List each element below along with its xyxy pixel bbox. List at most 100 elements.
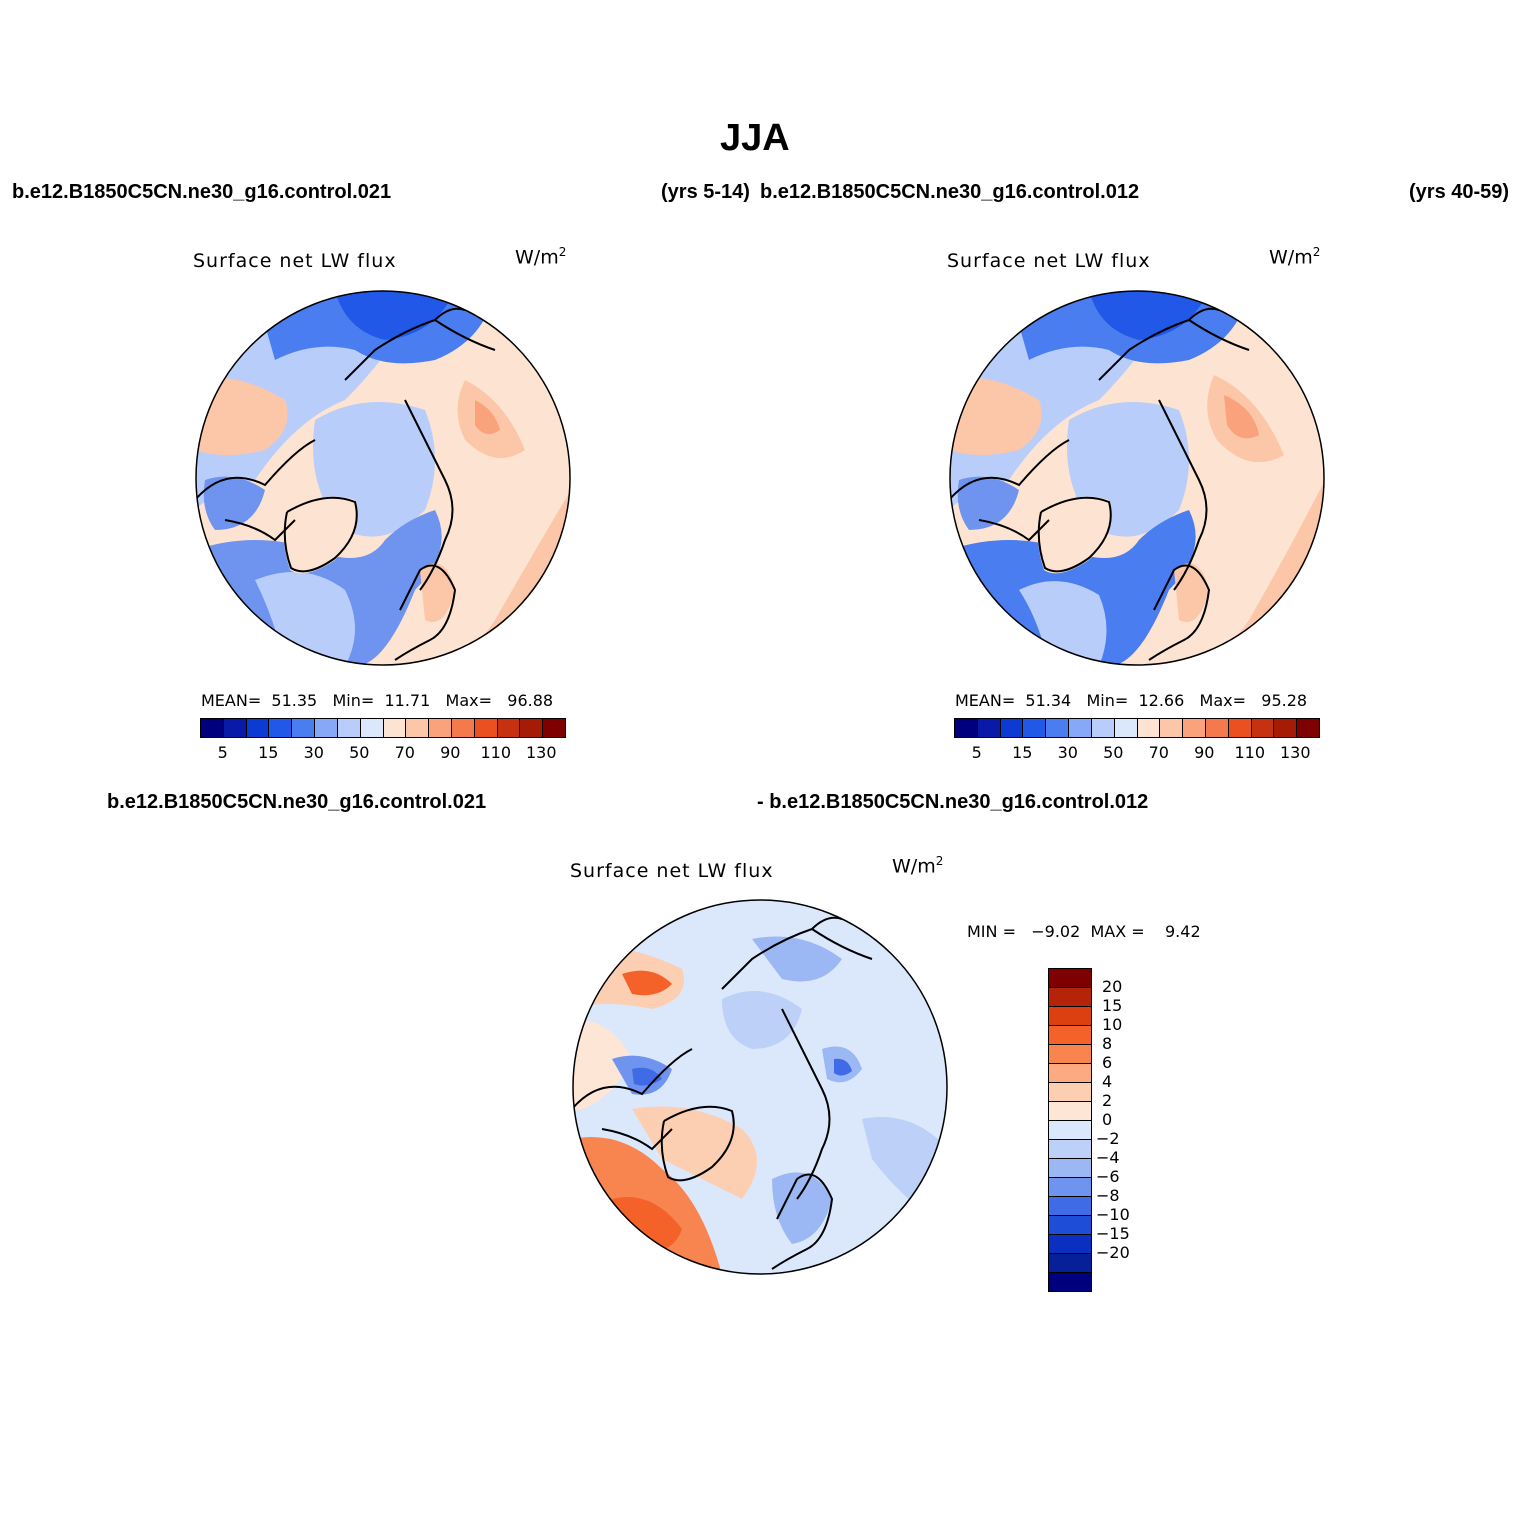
colorbar-swatch: [1049, 1254, 1091, 1273]
colorbar-label: 110: [1234, 743, 1266, 762]
map-1-coast-siberia: [404, 399, 454, 591]
colorbar-swatch: [1205, 719, 1229, 737]
colorbar-swatch: [1251, 719, 1275, 737]
colorbar-swatch: [451, 719, 475, 737]
colorbar-swatch: [315, 719, 338, 737]
colorbar-label: 15: [1102, 996, 1123, 1015]
colorbar-swatch: [543, 719, 565, 737]
map-3-blue-scandinavia: [772, 1172, 832, 1244]
diff-case-b-label: - b.e12.B1850C5CN.ne30_g16.control.012: [757, 791, 1149, 813]
colorbar-label: −4: [1096, 1148, 1120, 1167]
panel-2-stats: MEAN= 51.34 Min= 12.66 Max= 95.28: [955, 691, 1308, 710]
colorbar-swatch: [1228, 719, 1252, 737]
colorbar-swatch: [201, 719, 224, 737]
map-2-west-orange: [950, 377, 1042, 455]
panel-1-polar-map: [195, 290, 571, 666]
colorbar-swatch: [1049, 1178, 1091, 1197]
colorbar-label: −20: [1096, 1243, 1130, 1262]
colorbar-label: −8: [1096, 1186, 1120, 1205]
colorbar-label: 0: [1102, 1110, 1113, 1129]
panel-1-colorbar: [200, 718, 566, 738]
colorbar-swatch: [1049, 1235, 1091, 1254]
main-title: JJA: [720, 117, 790, 159]
colorbar-label: 70: [394, 743, 415, 762]
panel-1-title: Surface net LW flux: [193, 250, 397, 272]
colorbar-swatch: [1049, 969, 1091, 988]
map-3-coast-siberia: [781, 1008, 831, 1200]
colorbar-label: 130: [525, 743, 557, 762]
top-right-years-label: (yrs 40-59): [1409, 181, 1510, 203]
colorbar-label: 5: [971, 743, 982, 762]
colorbar-swatch: [955, 719, 978, 737]
colorbar-label: 5: [217, 743, 228, 762]
colorbar-swatch: [1049, 1026, 1091, 1045]
colorbar-swatch: [1023, 719, 1047, 737]
colorbar-swatch: [292, 719, 316, 737]
colorbar-swatch: [497, 719, 521, 737]
colorbar-swatch: [1183, 719, 1206, 737]
colorbar-label: 4: [1102, 1072, 1113, 1091]
colorbar-label: 30: [1057, 743, 1078, 762]
panel-3-units: W/m2: [892, 854, 944, 878]
colorbar-swatch: [474, 719, 498, 737]
colorbar-swatch: [1049, 1216, 1091, 1235]
colorbar-swatch: [1049, 1159, 1091, 1178]
colorbar-label: 50: [1103, 743, 1124, 762]
colorbar-label: 15: [1012, 743, 1033, 762]
colorbar-label: 130: [1279, 743, 1311, 762]
colorbar-swatch: [1049, 1007, 1091, 1026]
colorbar-swatch: [269, 719, 293, 737]
diff-case-a-label: b.e12.B1850C5CN.ne30_g16.control.021: [107, 791, 487, 813]
map-3-orange-nw-core: [622, 970, 672, 996]
colorbar-label: 6: [1102, 1053, 1113, 1072]
map-1-deepblue-north: [335, 291, 455, 340]
colorbar-swatch: [1049, 1064, 1091, 1083]
colorbar-swatch: [1160, 719, 1184, 737]
colorbar-label: 70: [1148, 743, 1169, 762]
colorbar-swatch: [360, 719, 384, 737]
colorbar-label: 15: [258, 743, 279, 762]
map-2-coast-canada: [950, 439, 1070, 542]
map-1-coast-canada: [196, 439, 316, 542]
map-2-deepblue-north: [1089, 291, 1209, 340]
map-3-blue-north: [752, 936, 842, 982]
panel-2-units: W/m2: [1269, 245, 1321, 269]
panel-2-polar-map: [949, 290, 1325, 666]
panel-1-stats: MEAN= 51.35 Min= 11.71 Max= 96.88: [201, 691, 554, 710]
colorbar-label: 10: [1102, 1015, 1123, 1034]
top-left-years-label: (yrs 5-14): [661, 181, 750, 203]
map-3-coast-canada: [573, 1048, 693, 1151]
colorbar-swatch: [1137, 719, 1161, 737]
panel-3-minmax: MIN = −9.02 MAX = 9.42: [967, 922, 1201, 941]
panel-3-polar-map: [572, 899, 948, 1275]
colorbar-swatch: [1114, 719, 1138, 737]
map-3-blue-east-core: [834, 1058, 852, 1076]
map-1-coast-europe: [394, 564, 457, 661]
colorbar-swatch: [429, 719, 452, 737]
colorbar-swatch: [223, 719, 247, 737]
map-3-pale-w: [573, 1019, 632, 1109]
colorbar-label: −6: [1096, 1167, 1120, 1186]
map-2-canada-blue: [957, 476, 1019, 530]
colorbar-label: 20: [1102, 977, 1123, 996]
colorbar-label: 110: [480, 743, 512, 762]
map-3-blue-mid: [722, 991, 802, 1049]
panel-2-title: Surface net LW flux: [947, 250, 1151, 272]
colorbar-swatch: [337, 719, 361, 737]
colorbar-swatch: [1000, 719, 1024, 737]
panel-2-colorbar: [954, 718, 1320, 738]
colorbar-swatch: [1049, 1102, 1091, 1121]
colorbar-label: −15: [1096, 1224, 1130, 1243]
colorbar-label: 8: [1102, 1034, 1113, 1053]
map-3-coast-greenland: [660, 1105, 735, 1182]
colorbar-label: 90: [1194, 743, 1215, 762]
map-3-coast-europe: [771, 1173, 834, 1270]
top-left-case-label: b.e12.B1850C5CN.ne30_g16.control.021: [12, 181, 392, 203]
map-2-light-band: [1019, 581, 1107, 665]
colorbar-swatch: [1049, 1273, 1091, 1291]
panel-3-title: Surface net LW flux: [570, 860, 774, 882]
colorbar-swatch: [1049, 1045, 1091, 1064]
colorbar-label: 2: [1102, 1091, 1113, 1110]
colorbar-swatch: [1069, 719, 1092, 737]
colorbar-swatch: [1091, 719, 1115, 737]
